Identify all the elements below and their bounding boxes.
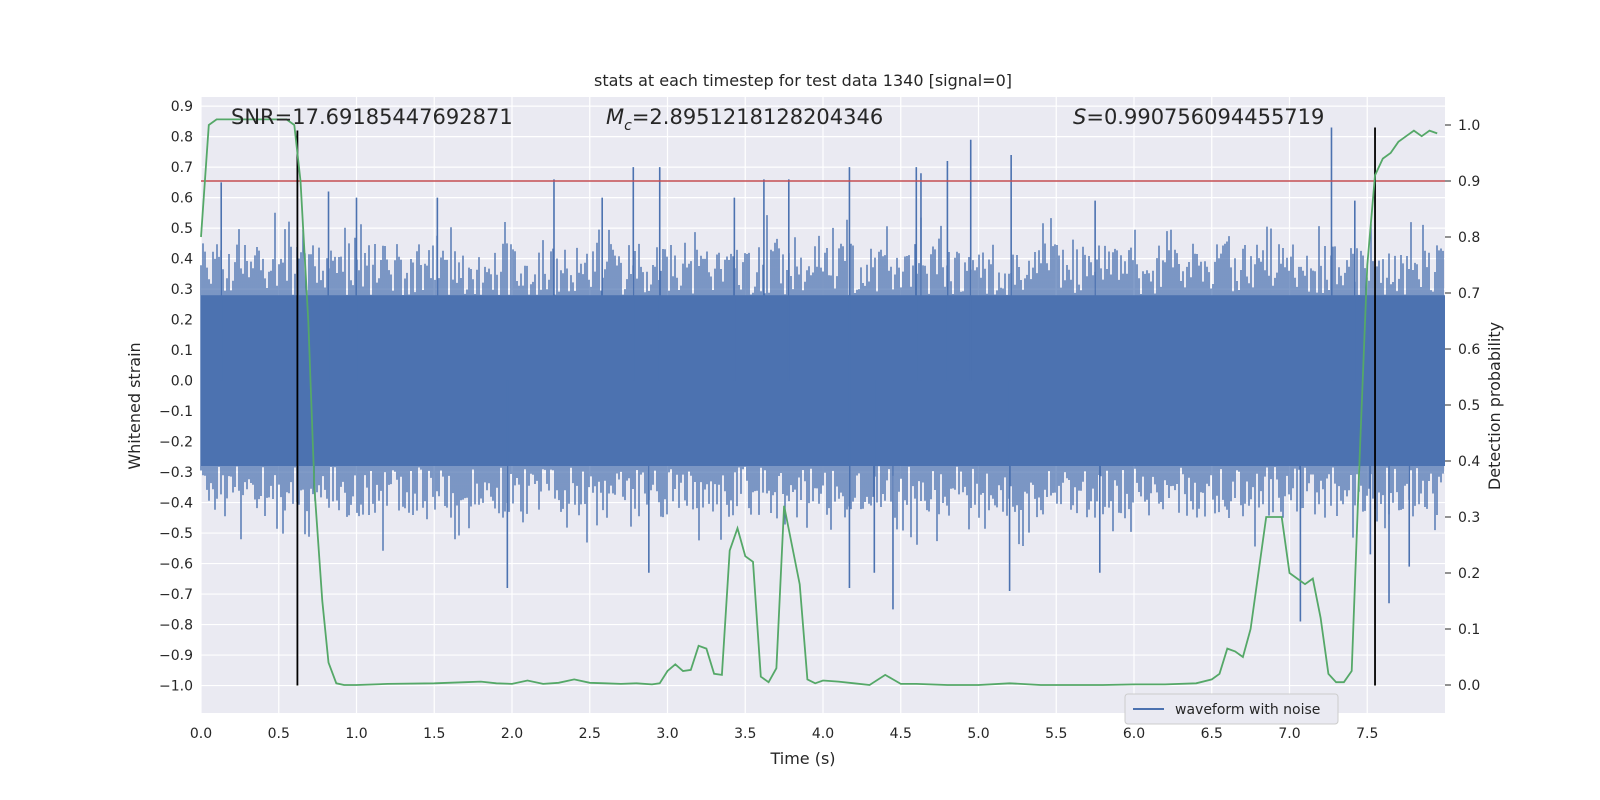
x-tick-label: 6.5 [1201,726,1223,742]
detection-probability-line [200,118,1438,686]
y-tick-label: 0.6 [171,191,193,207]
chirp-mass-subscript: c [624,118,632,134]
y2-tick-labels: 1.0 0.9 0.8 0.7 0.6 0.5 0.4 0.3 0.2 0.1 0.0 [1445,118,1480,694]
x-tick-label: 1.5 [423,726,445,742]
vertical-markers [296,127,1376,686]
x-tick-label: 5.5 [1045,726,1067,742]
y-tick-label: −0.4 [159,496,193,512]
x-tick-label: 3.0 [656,726,678,742]
x-tick-label: 1.0 [345,726,367,742]
snr-annotation: SNR=17.69185447692871 [231,105,513,129]
x-tick-labels: 0.0 0.5 1.0 1.5 2.0 2.5 3.0 3.5 4.0 4.5 5.0 5.5 6.0 6… [190,726,1379,742]
x-tick-label: 4.5 [890,726,912,742]
legend-label: waveform with noise [1175,702,1320,718]
s-symbol: S [1073,105,1086,129]
y2-tick-label: 0.5 [1458,398,1480,414]
chirp-mass-value: =2.8951218128204346 [632,105,883,129]
y-tick-label: −0.5 [159,526,193,542]
y-tick-label: 0.7 [171,160,193,176]
y-tick-label: −0.8 [159,618,193,634]
y-tick-label: 0.9 [171,99,193,115]
x-tick-label: 6.0 [1123,726,1145,742]
legend-box [1124,693,1339,725]
y-tick-label: −0.2 [159,435,193,451]
legend: waveform with noise [1124,693,1339,725]
noise-samples [200,212,1444,551]
y2-tick-label: 0.1 [1458,622,1480,638]
x-tick-label: 3.5 [734,726,756,742]
x-tick-label: 2.5 [579,726,601,742]
y-tick-label: −0.7 [159,587,193,603]
y-tick-label: 0.1 [171,343,193,359]
y-tick-label: 0.5 [171,221,193,237]
y-tick-label: 0.8 [171,130,193,146]
y-axis-label: Whitened strain [125,342,144,469]
y2-tick-label: 0.4 [1458,454,1480,470]
s-annotation: S=0.990756094455719 [1073,105,1324,129]
s-value: =0.990756094455719 [1086,105,1324,129]
x-tick-label: 2.0 [501,726,523,742]
x-tick-label: 5.0 [967,726,989,742]
y-tick-label: −0.9 [159,648,193,664]
y2-tick-label: 0.3 [1458,510,1480,526]
y2-tick-label: 0.9 [1458,174,1480,190]
x-axis-label: Time (s) [769,749,835,768]
y2-tick-label: 0.8 [1458,230,1480,246]
y2-tick-label: 0.2 [1458,566,1480,582]
y2-tick-label: 0.7 [1458,286,1480,302]
y-tick-label: 0.0 [171,374,193,390]
y2-tick-label: 0.0 [1458,678,1480,694]
y2-tick-label: 1.0 [1458,118,1480,134]
chart-title: stats at each timestep for test data 134… [594,71,1012,90]
chirp-mass-annotation: Mc=2.8951218128204346 [606,105,883,134]
y-tick-label: −0.6 [159,557,193,573]
x-tick-label: 0.5 [268,726,290,742]
x-tick-label: 7.0 [1278,726,1300,742]
y-tick-label: 0.2 [171,313,193,329]
y-tick-labels: 0.9 0.8 0.7 0.6 0.5 0.4 0.3 0.2 0.1 0.0 −0.1 −0.2 −0… [159,99,193,694]
y-tick-label: 0.3 [171,282,193,298]
y-tick-label: 0.4 [171,252,193,268]
chirp-mass-symbol: M [606,105,624,129]
y-tick-label: −1.0 [159,679,193,695]
y2-axis-label: Detection probability [1485,322,1504,490]
y-tick-label: −0.1 [159,404,193,420]
x-tick-label: 7.5 [1356,726,1378,742]
waveform-series [200,127,1445,622]
y-tick-label: −0.3 [159,465,193,481]
y2-tick-label: 0.6 [1458,342,1480,358]
x-tick-label: 4.0 [812,726,834,742]
x-tick-label: 0.0 [190,726,212,742]
